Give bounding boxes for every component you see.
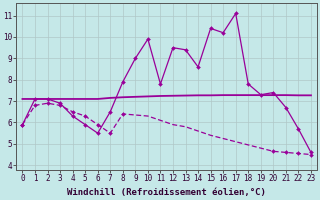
X-axis label: Windchill (Refroidissement éolien,°C): Windchill (Refroidissement éolien,°C) bbox=[67, 188, 266, 197]
